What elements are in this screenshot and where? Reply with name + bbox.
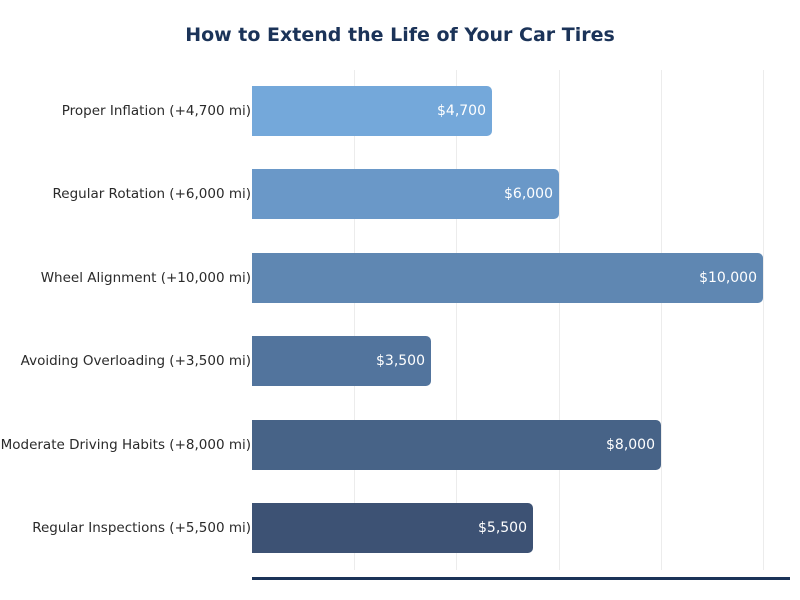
bar-value-label: $10,000 <box>699 270 757 286</box>
bar: $3,500 <box>252 336 431 386</box>
bar: $5,500 <box>252 503 533 553</box>
category-label: Regular Inspections (+5,500 mi) <box>32 520 251 536</box>
gridline <box>661 70 662 570</box>
bar: $8,000 <box>252 420 661 470</box>
bar-value-label: $6,000 <box>504 186 553 202</box>
gridline <box>763 70 764 570</box>
bar: $6,000 <box>252 169 559 219</box>
gridline <box>559 70 560 570</box>
bar-value-label: $4,700 <box>437 103 486 119</box>
category-label: Moderate Driving Habits (+8,000 mi) <box>0 437 251 453</box>
bar: $10,000 <box>252 253 763 303</box>
bar-value-label: $8,000 <box>606 437 655 453</box>
gridline <box>354 70 355 570</box>
bar-value-label: $3,500 <box>376 353 425 369</box>
plot-area: $4,700 $6,000 $10,000 $3,500 $8,000 $5,500 <box>252 70 800 580</box>
category-label: Proper Inflation (+4,700 mi) <box>61 103 251 119</box>
chart-title: How to Extend the Life of Your Car Tires <box>185 24 615 46</box>
gridline <box>456 70 457 570</box>
category-label: Wheel Alignment (+10,000 mi) <box>40 270 251 286</box>
bar-value-label: $5,500 <box>478 520 527 536</box>
x-axis-line <box>252 577 790 580</box>
bar: $4,700 <box>252 86 492 136</box>
category-label: Avoiding Overloading (+3,500 mi) <box>20 353 251 369</box>
category-label: Regular Rotation (+6,000 mi) <box>52 186 251 202</box>
